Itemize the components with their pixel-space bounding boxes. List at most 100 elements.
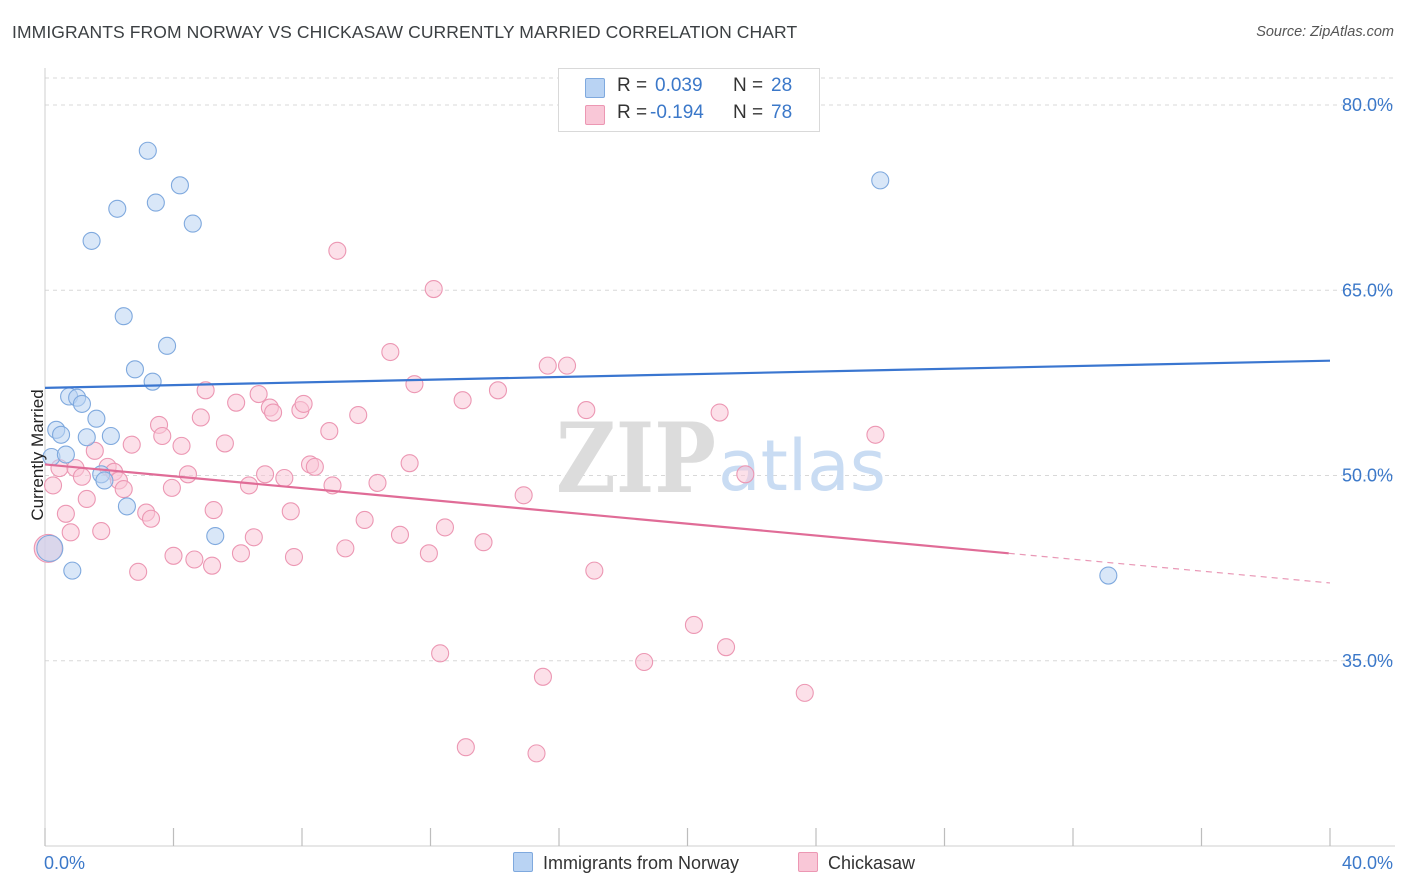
chickasaw-point <box>305 457 324 476</box>
legend-n-label: N = <box>733 75 764 96</box>
chickasaw-point <box>178 465 198 484</box>
chickasaw-point <box>92 522 111 541</box>
norway-point <box>101 426 120 446</box>
legend-item-norway: Immigrants from Norway <box>513 852 739 874</box>
y-axis-label: Currently Married <box>28 389 47 521</box>
chickasaw-point <box>336 539 355 558</box>
chickasaw-point <box>294 394 313 413</box>
legend-r-label: R = <box>617 102 648 123</box>
legend-label-norway: Immigrants from Norway <box>543 853 740 873</box>
chickasaw-point <box>129 562 148 581</box>
chickasaw-point <box>185 550 204 569</box>
norway-point <box>63 561 82 580</box>
chickasaw-point <box>56 504 75 523</box>
chickasaw-point <box>244 528 263 547</box>
chickasaw-point <box>795 683 814 702</box>
norway-points <box>36 141 1118 585</box>
chickasaw-trend-line <box>44 463 1009 555</box>
chickasaw-point <box>349 405 368 425</box>
norway-point <box>72 394 91 413</box>
chickasaw-point <box>43 476 63 495</box>
chickasaw-point <box>355 510 374 530</box>
chickasaw-point <box>514 486 533 505</box>
x-tick-label: 40.0% <box>1342 853 1393 873</box>
chickasaw-point <box>227 393 246 412</box>
chickasaw-point <box>710 403 729 422</box>
norway-point <box>871 171 890 190</box>
norway-trend-line <box>44 359 1331 389</box>
norway-point <box>56 445 75 464</box>
chickasaw-point <box>557 356 577 375</box>
chickasaw-point <box>231 544 251 563</box>
chickasaw-point <box>527 744 546 763</box>
chickasaw-point <box>122 435 141 454</box>
chickasaw-swatch <box>585 105 605 125</box>
chickasaw-point <box>249 384 268 404</box>
chickasaw-point <box>215 434 234 453</box>
norway-point <box>95 471 114 490</box>
chickasaw-point <box>239 476 259 495</box>
legend-r-value-chickasaw: -0.194 <box>650 102 704 123</box>
chickasaw-point <box>284 547 304 567</box>
chickasaw-point <box>320 422 339 441</box>
chickasaw-point <box>635 652 654 672</box>
chickasaw-point <box>400 454 419 473</box>
chickasaw-point <box>256 465 275 484</box>
axes <box>44 68 1395 847</box>
chickasaw-point <box>77 489 96 509</box>
watermark-zip: ZIP <box>556 402 716 515</box>
norway-point <box>52 425 71 444</box>
correlation-legend: R = 0.039 N = 28 R = -0.194 N = 78 <box>558 68 820 132</box>
chickasaw-point <box>203 556 222 575</box>
norway-point <box>206 526 225 546</box>
norway-swatch <box>585 78 605 98</box>
chickasaw-point <box>164 546 183 565</box>
norway-point <box>138 141 157 160</box>
legend-item-chickasaw: Chickasaw <box>798 852 915 874</box>
norway-point <box>1099 566 1118 585</box>
chart-title: IMMIGRANTS FROM NORWAY VS CHICKASAW CURR… <box>12 22 798 42</box>
norway-point <box>114 307 133 326</box>
legend-n-value-norway: 28 <box>771 75 793 96</box>
chickasaw-point <box>281 502 300 521</box>
chickasaw-point <box>538 356 557 375</box>
chickasaw-point <box>72 467 91 486</box>
chickasaw-point <box>716 638 736 657</box>
chickasaw-point <box>488 381 508 400</box>
norway-point <box>183 214 202 233</box>
legend-r-label: R = <box>617 75 648 96</box>
chickasaw-point <box>85 441 104 460</box>
chickasaw-point <box>390 525 410 544</box>
norway-point <box>36 534 64 562</box>
norway-point <box>170 176 189 195</box>
chickasaw-point <box>533 667 552 686</box>
chickasaw-point <box>172 436 191 455</box>
chickasaw-point <box>275 468 294 488</box>
chickasaw-point <box>153 426 172 446</box>
chickasaw-point <box>585 561 604 580</box>
chickasaw-point <box>196 381 215 400</box>
y-tick-label: 65.0% <box>1342 280 1393 300</box>
chickasaw-point <box>474 533 493 552</box>
legend-label-chickasaw: Chickasaw <box>828 853 916 873</box>
norway-point <box>143 372 162 391</box>
y-tick-label: 80.0% <box>1342 95 1393 115</box>
grid-lines <box>45 77 1395 662</box>
chickasaw-point <box>405 375 424 394</box>
norway-point <box>117 497 136 516</box>
norway-point <box>125 360 144 379</box>
norway-point <box>146 193 165 212</box>
chickasaw-swatch <box>798 852 818 872</box>
chickasaw-point <box>577 401 596 420</box>
chickasaw-point <box>204 501 223 520</box>
legend-r-value-norway: 0.039 <box>655 75 703 96</box>
norway-swatch <box>513 852 533 872</box>
chickasaw-point <box>368 473 387 492</box>
chickasaw-point <box>381 342 400 362</box>
chickasaw-point <box>264 403 283 422</box>
norway-point <box>82 231 101 250</box>
chickasaw-point <box>419 544 438 563</box>
tick-labels: 35.0% 50.0% 65.0% 80.0% 0.0% 40.0% <box>44 95 1393 873</box>
chickasaw-point <box>736 465 755 484</box>
